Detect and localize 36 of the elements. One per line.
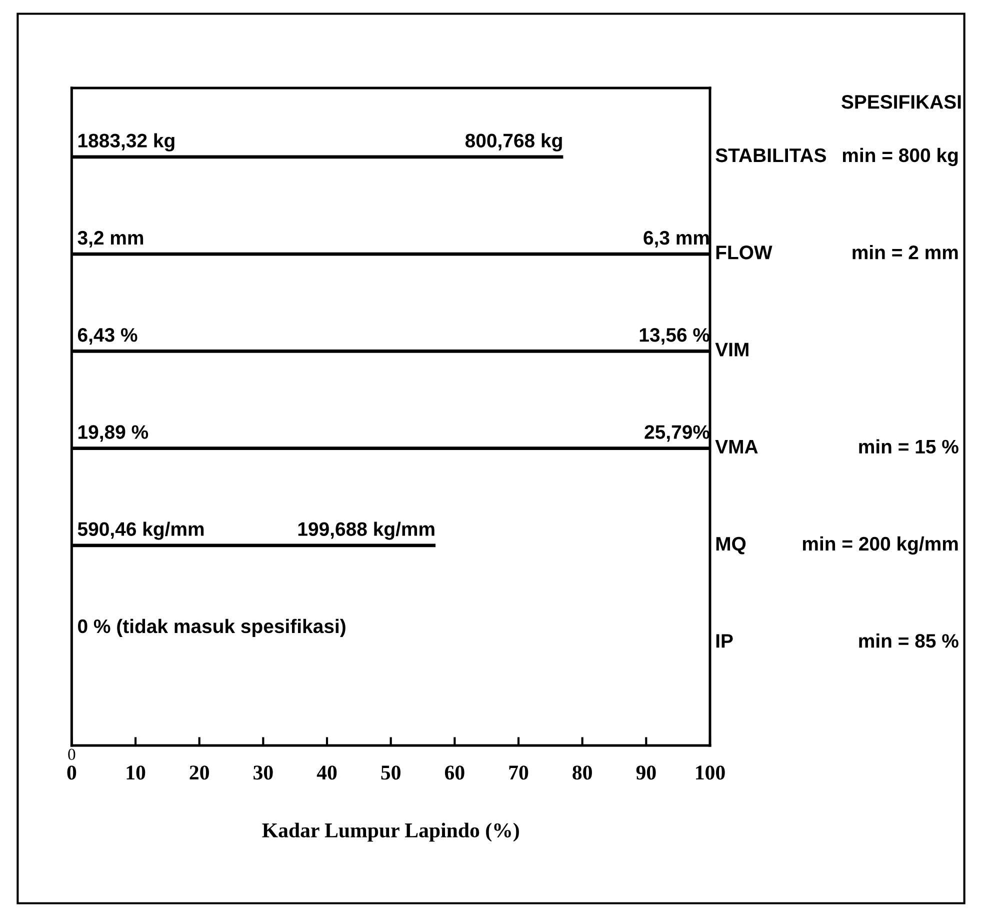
annotation: 13,56 % <box>640 328 710 345</box>
y-tick-label: IP <box>716 634 733 648</box>
x-tick-label: 20 <box>190 766 209 780</box>
x-tick-label: 80 <box>572 766 592 780</box>
text: min = 2 mm <box>852 245 958 260</box>
text: min = 200 kg/mm <box>802 536 958 555</box>
text: min = 800 kg <box>842 148 958 166</box>
annotation: 6,3 mm <box>644 230 709 248</box>
annotation: 800,768 kg <box>465 133 562 152</box>
x-tick-label: 70 <box>509 766 528 780</box>
x-tick-label: 50 <box>381 766 400 780</box>
annotation: 590,46 kg/mm <box>78 522 204 540</box>
annotation: 25,79% <box>644 425 710 442</box>
y-tick-label: VMA <box>715 440 758 454</box>
x-tick-label: 90 <box>636 766 656 780</box>
x-tick-label: 10 <box>126 766 146 780</box>
x-tick-label: 30 <box>254 766 273 780</box>
x-tick-label: 40 <box>316 766 337 780</box>
text: SPESIFIKASI <box>842 95 961 109</box>
x-axis-title: Kadar Lumpur Lapindo (%) <box>262 822 519 842</box>
annotation: 3,2 mm <box>78 230 144 248</box>
annotation: 1883,32 kg <box>78 133 174 152</box>
annotation: 6,43 % <box>78 328 138 345</box>
x-tick-label: 0 <box>67 766 76 780</box>
y-tick-label: STABILITAS <box>716 148 826 162</box>
y-tick-label: VIM <box>715 342 748 356</box>
text: 0 <box>68 748 76 760</box>
annotation: 0 % (tidak masuk spesifikasi) <box>78 618 346 638</box>
y-tick-label: MQ <box>716 536 746 554</box>
text: min = 15 % <box>859 439 958 454</box>
x-tick-label: 60 <box>444 766 464 780</box>
annotation: 19,89 % <box>78 425 148 442</box>
annotation: 199,688 kg/mm <box>298 522 434 540</box>
y-tick-label: FLOW <box>716 246 772 260</box>
x-tick-label: 100 <box>696 766 725 780</box>
text: min = 85 % <box>859 634 958 648</box>
